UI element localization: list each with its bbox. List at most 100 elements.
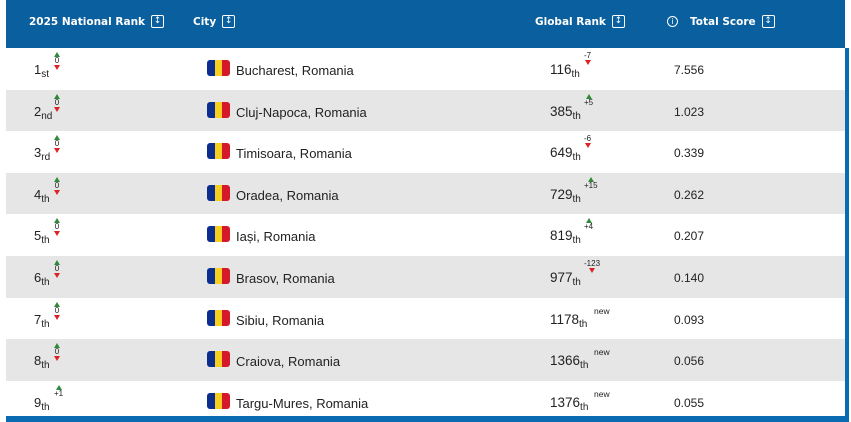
- national-rank-number: 9: [34, 394, 42, 410]
- total-score: 0.093: [674, 312, 705, 327]
- table-row[interactable]: 2nd 0 Cluj-Napoca, Romania 385th +5 1.02…: [6, 89, 845, 132]
- global-rank: 385th: [550, 104, 581, 122]
- global-rank-suffix: th: [580, 401, 589, 413]
- national-rank-change-value: +1: [54, 388, 64, 398]
- romania-flag-icon: [207, 392, 230, 409]
- national-rank-change-value: 0: [54, 222, 60, 232]
- sort-icon[interactable]: ↕: [761, 15, 775, 28]
- national-rank-change-value: 0: [54, 347, 60, 357]
- global-rank-change-value: -123: [584, 258, 601, 268]
- national-rank: 1st: [34, 62, 49, 80]
- global-rank-change-value: -7: [584, 51, 592, 60]
- sort-icon[interactable]: ↕: [151, 15, 165, 28]
- arrow-down-icon: [54, 231, 60, 237]
- city-name[interactable]: Timisoara, Romania: [236, 146, 352, 162]
- city-name[interactable]: Cluj-Napoca, Romania: [236, 104, 367, 120]
- global-rank-number: 729: [550, 186, 573, 202]
- arrow-up-icon: [54, 259, 60, 265]
- arrow-up-icon: [587, 176, 594, 182]
- national-rank-change-value: 0: [54, 263, 60, 273]
- city-name[interactable]: Oradea, Romania: [236, 187, 339, 203]
- table-row[interactable]: 7th 0 Sibiu, Romania 1178th new 0.093: [6, 298, 845, 340]
- total-score: 7.556: [674, 63, 705, 77]
- global-rank: 729th: [550, 187, 581, 205]
- national-rank-change-value: 0: [54, 97, 60, 107]
- global-rank-suffix: th: [571, 69, 580, 80]
- header-total-score[interactable]: i Total Score ↕: [667, 15, 775, 28]
- national-rank-change-value: 0: [54, 139, 60, 149]
- sort-icon[interactable]: ↕: [611, 15, 625, 28]
- romania-flag-icon: [207, 351, 230, 368]
- national-rank: 6th: [34, 270, 50, 288]
- global-rank-number: 649: [550, 145, 573, 161]
- global-rank-number: 116: [550, 62, 572, 77]
- city-name[interactable]: Craiova, Romania: [236, 354, 341, 370]
- arrow-down-icon: [54, 106, 60, 112]
- header-national-rank-label: 2025 National Rank: [29, 15, 146, 28]
- national-rank-change: 0: [54, 218, 60, 237]
- national-rank-change: 0: [54, 52, 60, 70]
- city-name[interactable]: Targu-Mures, Romania: [236, 395, 369, 411]
- national-rank-number: 7: [34, 311, 42, 327]
- national-rank-change: 0: [54, 259, 60, 278]
- national-rank-change-value: 0: [54, 56, 60, 65]
- global-rank-suffix: th: [572, 235, 581, 247]
- national-rank-suffix: st: [41, 69, 50, 80]
- table-bottom-border: [6, 416, 845, 422]
- table-row[interactable]: 8th 0 Craiova, Romania 1366th new 0.056: [6, 339, 845, 381]
- table-row[interactable]: 9th +1 Targu-Mures, Romania 1376th new 0…: [6, 381, 845, 422]
- table-row[interactable]: 5th 0 Iași, Romania 819th +4 0.207: [6, 214, 845, 256]
- global-rank-number: 1366: [550, 353, 581, 369]
- city-name[interactable]: Sibiu, Romania: [236, 312, 325, 328]
- national-rank-number: 2: [34, 103, 42, 119]
- header-city[interactable]: City ↕: [193, 15, 236, 28]
- global-rank: 1366th: [550, 353, 588, 371]
- global-rank-suffix: th: [572, 276, 581, 288]
- arrow-up-icon: [54, 176, 60, 182]
- national-rank-change: 0: [54, 135, 60, 154]
- city-name[interactable]: Brasov, Romania: [236, 270, 335, 286]
- global-rank-change: +4: [584, 218, 593, 231]
- national-rank: 4th: [34, 187, 50, 205]
- global-rank-change: +5: [584, 93, 593, 107]
- global-rank-number: 1376: [550, 394, 581, 410]
- table-row[interactable]: 4th 0 Oradea, Romania 729th +15 0.262: [6, 172, 845, 215]
- national-rank-suffix: th: [41, 193, 50, 205]
- national-rank-change: 0: [54, 176, 60, 195]
- romania-flag-icon: [207, 267, 230, 284]
- table-row[interactable]: 3rd 0 Timisoara, Romania 649th -6 0.339: [6, 131, 845, 173]
- city-name[interactable]: Iași, Romania: [236, 229, 316, 245]
- national-rank: 9th: [34, 395, 50, 413]
- sort-icon[interactable]: ↕: [222, 15, 236, 28]
- global-rank-change: +15: [584, 176, 598, 190]
- national-rank: 5th: [34, 228, 50, 246]
- header-national-rank[interactable]: 2025 National Rank ↕: [29, 15, 165, 28]
- national-rank-suffix: nd: [41, 110, 53, 122]
- table-row[interactable]: 6th 0 Brasov, Romania 977th -123 0.140: [6, 255, 845, 298]
- global-rank: 1376th: [550, 395, 588, 413]
- national-rank-change: +1: [54, 384, 64, 398]
- national-rank-number: 6: [34, 269, 42, 285]
- global-rank-suffix: th: [572, 193, 581, 205]
- city-name[interactable]: Bucharest, Romania: [236, 63, 354, 78]
- national-rank: 2nd: [34, 104, 52, 122]
- national-rank-change-value: 0: [54, 180, 60, 190]
- romania-flag-icon: [207, 309, 230, 326]
- header-total-score-label: Total Score: [690, 15, 756, 28]
- ranking-table: 2025 National Rank ↕ City ↕ Global Rank …: [6, 0, 849, 422]
- national-rank-change: 0: [54, 343, 60, 362]
- global-rank-change: -7: [584, 52, 591, 65]
- global-rank: 116th: [550, 62, 580, 80]
- national-rank-suffix: th: [41, 401, 50, 413]
- header-global-rank[interactable]: Global Rank ↕: [535, 15, 625, 28]
- arrow-up-icon: [55, 384, 62, 390]
- table-row[interactable]: 1st 0 Bucharest, Romania 116th -7 7.556: [6, 48, 845, 90]
- national-rank-change: 0: [54, 301, 60, 320]
- arrow-down-icon: [54, 272, 60, 278]
- global-rank-number: 819: [550, 228, 573, 244]
- header-global-rank-label: Global Rank: [535, 15, 606, 28]
- national-rank: 8th: [34, 353, 50, 371]
- national-rank-suffix: th: [41, 235, 50, 247]
- info-icon[interactable]: i: [667, 16, 678, 27]
- total-score: 1.023: [674, 104, 705, 119]
